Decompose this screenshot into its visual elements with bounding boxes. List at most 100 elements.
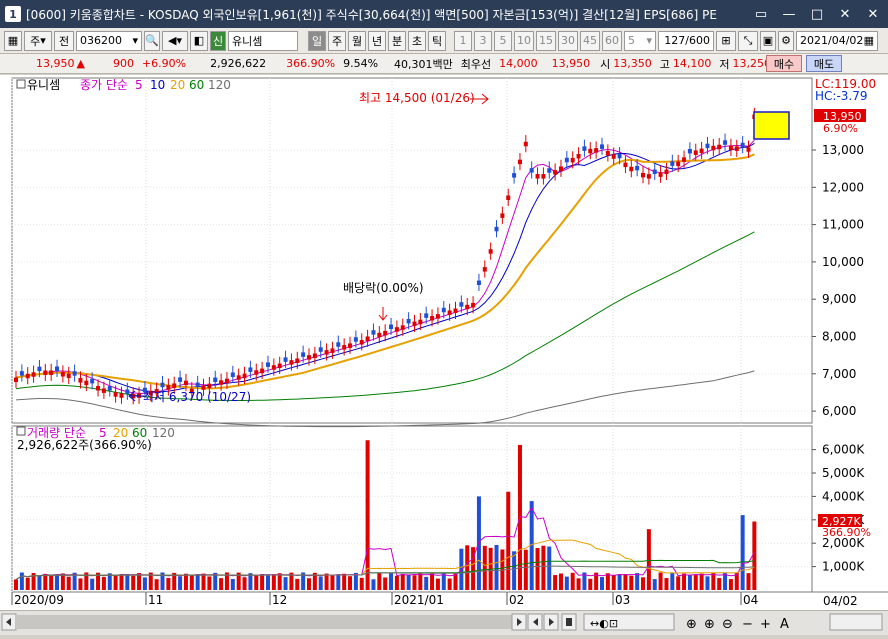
volume-bar bbox=[324, 573, 329, 590]
count-field[interactable]: 127/600 bbox=[658, 30, 714, 51]
tab-month[interactable]: 월 bbox=[348, 30, 366, 51]
search-icon[interactable]: 🔍 bbox=[144, 30, 160, 51]
volume-bar bbox=[189, 574, 194, 590]
volume-bar bbox=[588, 578, 593, 590]
minute-45[interactable]: 45 bbox=[580, 30, 600, 51]
tab-day[interactable]: 일 bbox=[308, 30, 326, 51]
volume-bar bbox=[154, 579, 159, 590]
buy-button[interactable]: 매수 bbox=[766, 55, 802, 72]
bottom-scrollbar[interactable]: ↔◐⊡ ⊕ ⊕ ⊖ − + A bbox=[0, 610, 888, 635]
minute-3[interactable]: 3 bbox=[474, 30, 492, 51]
maximize-button[interactable]: □ bbox=[810, 6, 824, 22]
volume-bar bbox=[336, 574, 341, 590]
zoom-in-icon[interactable]: ⊕ bbox=[704, 617, 715, 632]
volume-tick-label: 4,000K bbox=[822, 489, 865, 503]
prev-button[interactable]: 전 bbox=[54, 30, 74, 51]
ma-line bbox=[15, 370, 755, 428]
candle bbox=[635, 165, 640, 171]
change-pct: +6.90% bbox=[141, 57, 187, 70]
minute-30[interactable]: 30 bbox=[558, 30, 578, 51]
tab-year[interactable]: 년 bbox=[368, 30, 386, 51]
candle bbox=[441, 307, 446, 313]
candle bbox=[183, 380, 188, 386]
period-select-label: 주 bbox=[30, 34, 41, 48]
candle bbox=[265, 362, 270, 367]
plus-icon[interactable]: + bbox=[760, 617, 771, 632]
candle bbox=[166, 385, 171, 390]
minus-icon[interactable]: − bbox=[742, 617, 753, 632]
period-select[interactable]: 주 ▾ bbox=[24, 30, 52, 51]
scroll-left-icon bbox=[6, 618, 11, 626]
minute-60[interactable]: 60 bbox=[602, 30, 622, 51]
high-arrow-icon bbox=[470, 93, 489, 105]
volume-bar bbox=[459, 548, 464, 590]
volume-bar bbox=[365, 440, 370, 590]
restore-button[interactable]: ▭ bbox=[754, 6, 768, 22]
volume-bar bbox=[611, 575, 616, 590]
gear-icon[interactable]: ⚙ bbox=[778, 30, 794, 51]
minute-1[interactable]: 1 bbox=[454, 30, 472, 51]
volume-bar bbox=[430, 572, 435, 590]
candle bbox=[682, 157, 687, 162]
volume-bar bbox=[553, 575, 558, 590]
date-field[interactable]: 2021/04/02 ▦ bbox=[796, 30, 878, 51]
tab-second[interactable]: 초 bbox=[408, 30, 426, 51]
chart-area[interactable]: 유니셈 종가 단순 5 10 20 60 120 LC:119.00 HC:-3… bbox=[0, 75, 888, 610]
speaker-icon[interactable]: ◀▾ bbox=[162, 30, 188, 51]
candle bbox=[734, 146, 739, 151]
tab-tick[interactable]: 틱 bbox=[428, 30, 446, 51]
compare-icon[interactable]: ◧ bbox=[190, 30, 208, 51]
volume-bar bbox=[72, 572, 77, 590]
volume-bar bbox=[752, 521, 757, 590]
x-axis-label: 12 bbox=[272, 593, 287, 607]
save-icon[interactable]: ▣ bbox=[760, 30, 776, 51]
zoom-fit-icon[interactable]: ⊕ bbox=[686, 617, 697, 632]
volume-bar bbox=[465, 545, 470, 590]
volume-bar bbox=[412, 575, 417, 590]
candle bbox=[283, 357, 288, 362]
minute-5[interactable]: 5 bbox=[494, 30, 512, 51]
scroll-track[interactable] bbox=[16, 615, 512, 629]
candle bbox=[641, 172, 646, 178]
current-price-badge bbox=[814, 109, 866, 122]
zoom-out-icon[interactable]: ⊖ bbox=[722, 617, 733, 632]
close-all-button[interactable]: ✕ bbox=[867, 6, 879, 22]
minute-select[interactable]: 5 ▾ bbox=[624, 30, 656, 51]
volume-bar bbox=[646, 529, 651, 590]
close-button[interactable]: ✕ bbox=[839, 6, 851, 22]
candle bbox=[476, 280, 481, 286]
price-tick-label: 9,000 bbox=[822, 292, 856, 306]
x-axis-label: 02 bbox=[509, 593, 524, 607]
tab-minute[interactable]: 분 bbox=[388, 30, 406, 51]
current-marker-box[interactable] bbox=[753, 111, 790, 140]
sell-button[interactable]: 매도 bbox=[806, 55, 842, 72]
volume-bar bbox=[424, 576, 429, 590]
candle bbox=[342, 345, 347, 350]
volume-bar bbox=[242, 577, 247, 590]
high-value: 14,100 bbox=[672, 57, 712, 70]
minute-10[interactable]: 10 bbox=[514, 30, 534, 51]
volume-bar bbox=[529, 501, 534, 590]
volume-bar bbox=[383, 577, 388, 590]
chart-svg[interactable]: 유니셈 종가 단순 5 10 20 60 120 LC:119.00 HC:-3… bbox=[0, 75, 888, 610]
candle bbox=[172, 383, 177, 388]
candle bbox=[676, 161, 681, 167]
minimize-button[interactable]: — bbox=[782, 6, 796, 22]
font-size-icon[interactable]: A bbox=[780, 617, 789, 632]
candle bbox=[336, 342, 341, 347]
candle bbox=[49, 370, 54, 375]
crosshair-icon[interactable]: ⤡ bbox=[738, 30, 758, 51]
code-input[interactable]: 036200 ▾ bbox=[76, 30, 142, 51]
tab-week[interactable]: 주 bbox=[328, 30, 346, 51]
candle bbox=[512, 173, 517, 178]
pin-icon[interactable]: ⊞ bbox=[716, 30, 736, 51]
zoom-slider[interactable] bbox=[583, 613, 675, 631]
grid-icon[interactable]: ▦ bbox=[4, 30, 22, 51]
stock-name-field: 유니셈 bbox=[228, 30, 298, 51]
candle bbox=[418, 319, 423, 325]
minute-15[interactable]: 15 bbox=[536, 30, 556, 51]
candle bbox=[517, 159, 522, 165]
candle bbox=[189, 388, 194, 394]
volume-bar bbox=[605, 573, 610, 590]
volume-bar bbox=[394, 575, 399, 590]
